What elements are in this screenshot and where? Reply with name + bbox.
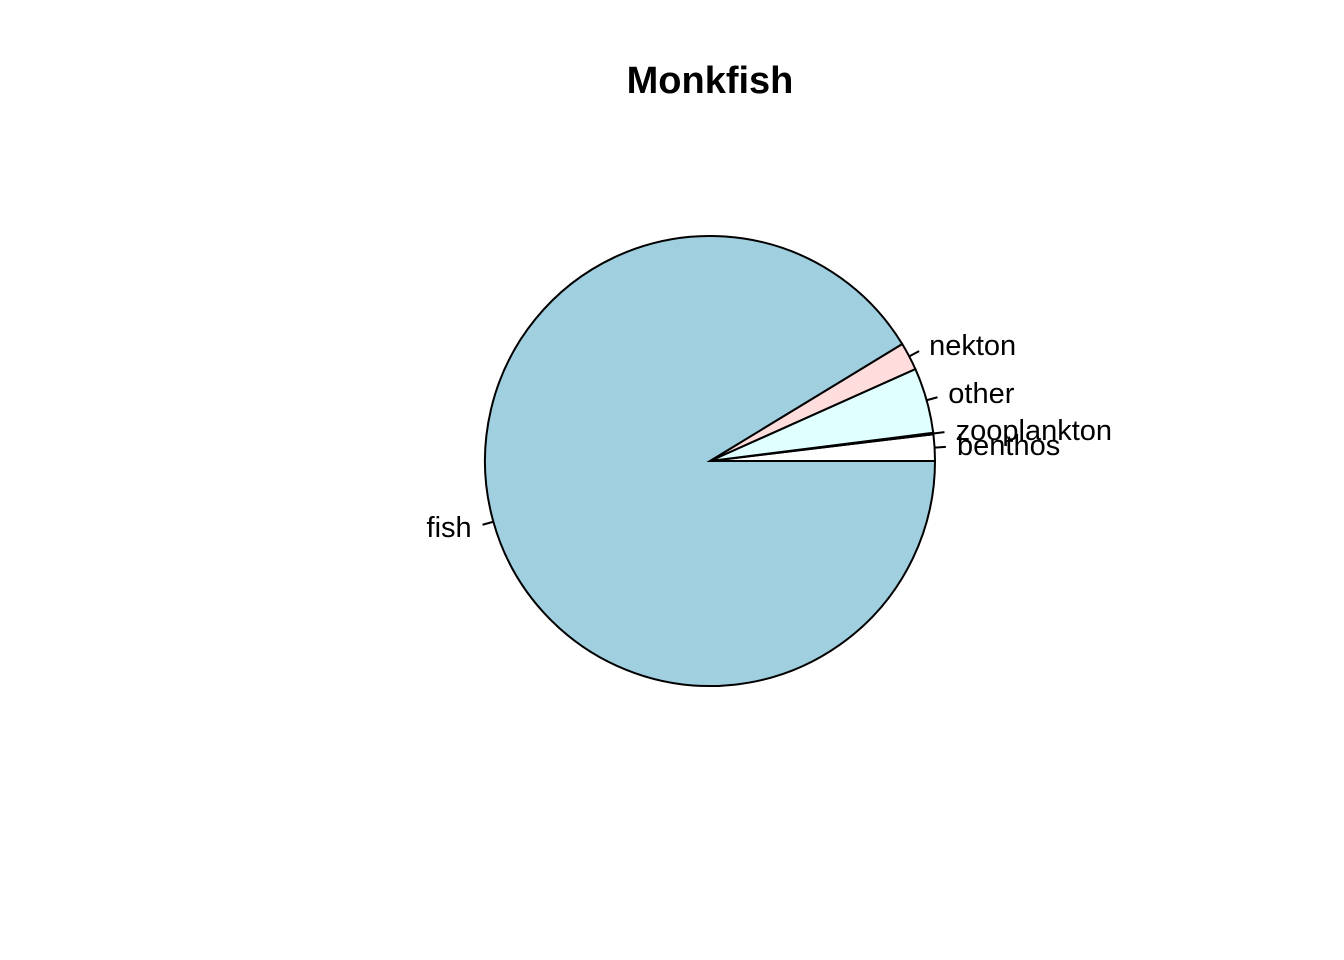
pie-leader-lines	[482, 350, 946, 526]
leader-line-fish	[482, 520, 494, 526]
pie-slices	[484, 235, 937, 687]
leader-line-other	[926, 396, 938, 402]
pie-label-benthos: benthos	[957, 430, 1060, 462]
pie-label-other: other	[948, 378, 1014, 410]
chart-title: Monkfish	[627, 60, 794, 102]
pie-label-zooplankton: zooplankton	[956, 415, 1112, 447]
leader-line-nekton	[908, 350, 920, 358]
leader-line-benthos	[934, 445, 946, 449]
leader-line-zooplankton	[933, 431, 945, 435]
pie-label-nekton: nekton	[929, 330, 1016, 362]
pie-slice-fish	[484, 235, 937, 687]
pie-label-fish: fish	[427, 512, 472, 544]
